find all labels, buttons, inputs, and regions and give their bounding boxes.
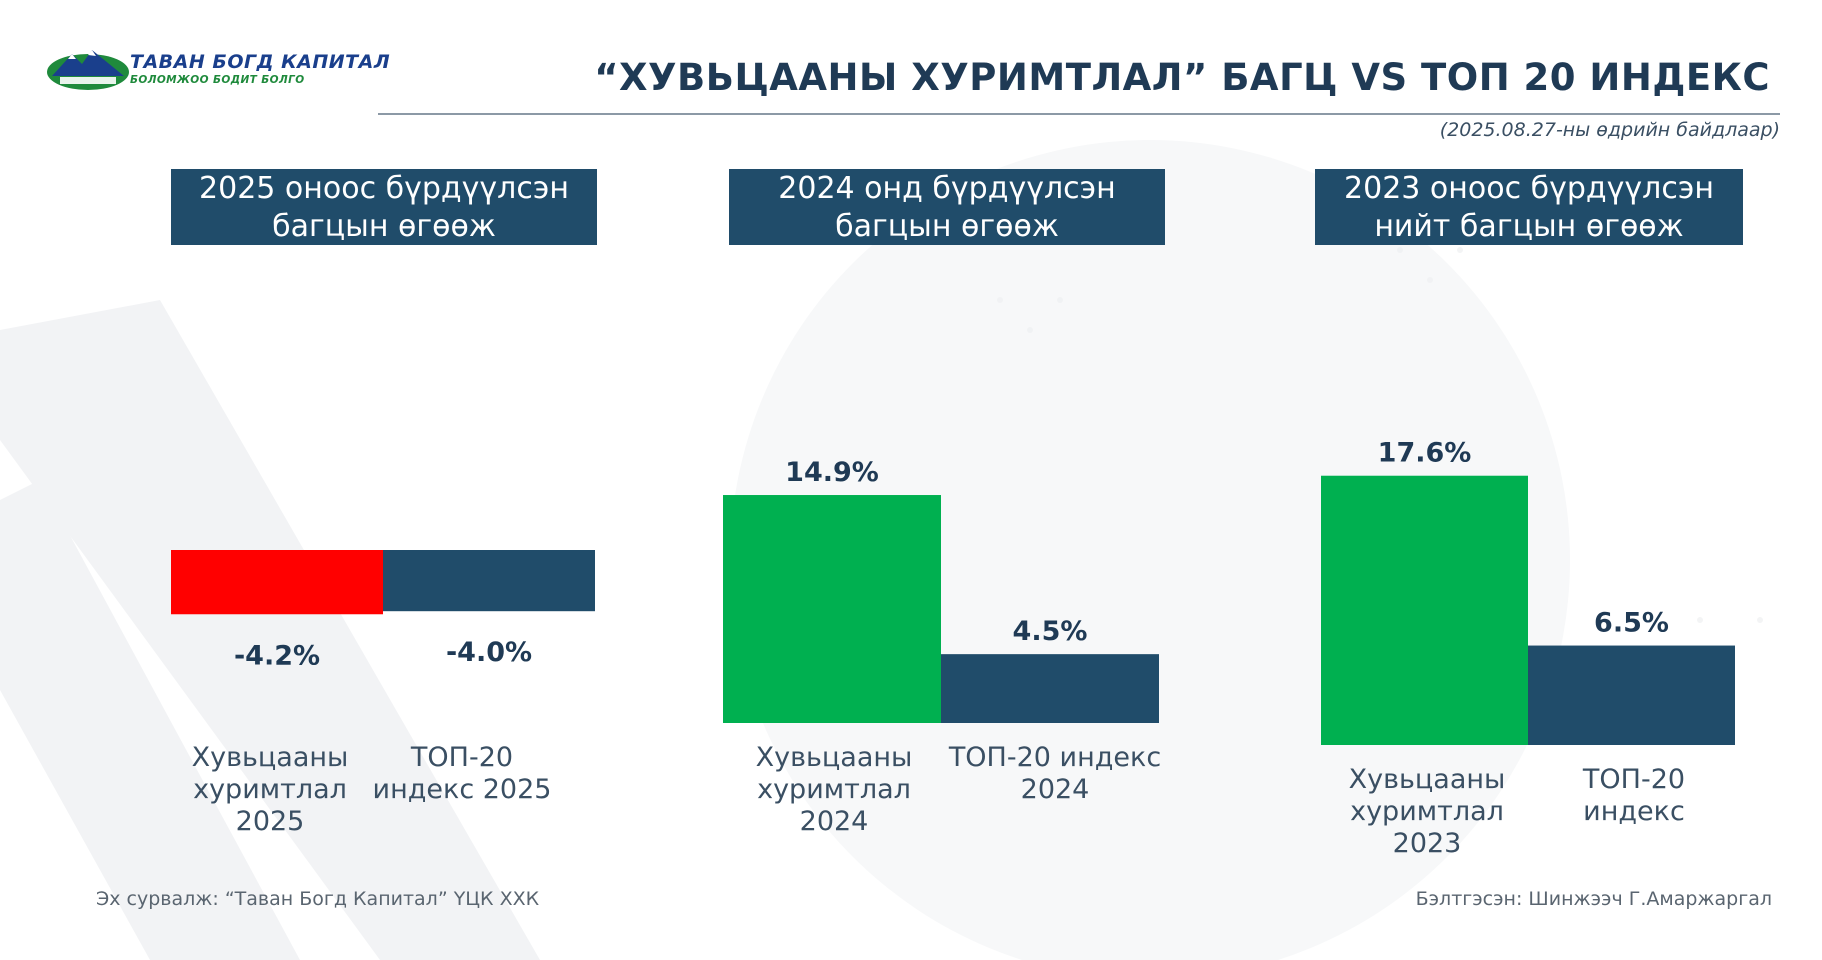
- category-label: Хувьцааны хуримтлал 2024: [755, 742, 913, 837]
- bar-1-1: [941, 654, 1159, 723]
- value-label-2-1: 6.5%: [1594, 608, 1669, 639]
- category-label: ТОП-20 индекс: [1582, 764, 1686, 827]
- as-of-date: (2025.08.27-ны өдрийн байдлаар): [1439, 119, 1780, 141]
- bar-1-0: [723, 495, 941, 723]
- company-logo: ТАВАН БОГД КАПИТАЛ БОЛОМЖОО БОДИТ БОЛГО: [46, 46, 390, 92]
- category-label: ТОП-20 индекс 2025: [372, 742, 552, 805]
- bar-0-1: [383, 550, 595, 612]
- bar-2-0: [1321, 475, 1528, 745]
- value-label-0-1: -4.0%: [446, 637, 532, 668]
- category-label: Хувьцааны хуримтлал 2023: [1348, 764, 1506, 859]
- value-label-1-1: 4.5%: [1013, 616, 1088, 647]
- bar-2-1: [1528, 645, 1735, 745]
- logo-name: ТАВАН БОГД КАПИТАЛ: [130, 51, 391, 73]
- logo-tagline: БОЛОМЖОО БОДИТ БОЛГО: [130, 74, 305, 86]
- bar-0-0: [171, 550, 383, 615]
- author-note: Бэлтгэсэн: Шинжээч Г.Амаржаргал: [1415, 888, 1772, 910]
- value-label-0-0: -4.2%: [234, 640, 320, 671]
- title-divider: [378, 113, 1780, 115]
- value-label-1-0: 14.9%: [785, 457, 879, 488]
- category-label: Хувьцааны хуримтлал 2025: [191, 742, 349, 837]
- mountain-logo-icon: [47, 50, 129, 90]
- panel-title-2024: 2024 онд бүрдүүлсэн багцын өгөөж: [729, 169, 1165, 245]
- panel-title-2025: 2025 оноос бүрдүүлсэн багцын өгөөж: [171, 169, 597, 245]
- panel-title-2023: 2023 оноос бүрдүүлсэн нийт багцын өгөөж: [1315, 169, 1743, 245]
- category-label: ТОП-20 индекс 2024: [948, 742, 1162, 805]
- page-title: “ХУВЬЦААНЫ ХУРИМТЛАЛ” БАГЦ VS ТОП 20 ИНД…: [594, 56, 1770, 99]
- value-label-2-0: 17.6%: [1378, 438, 1472, 469]
- source-note: Эх сурвалж: “Таван Богд Капитал” ҮЦК ХХК: [96, 888, 540, 910]
